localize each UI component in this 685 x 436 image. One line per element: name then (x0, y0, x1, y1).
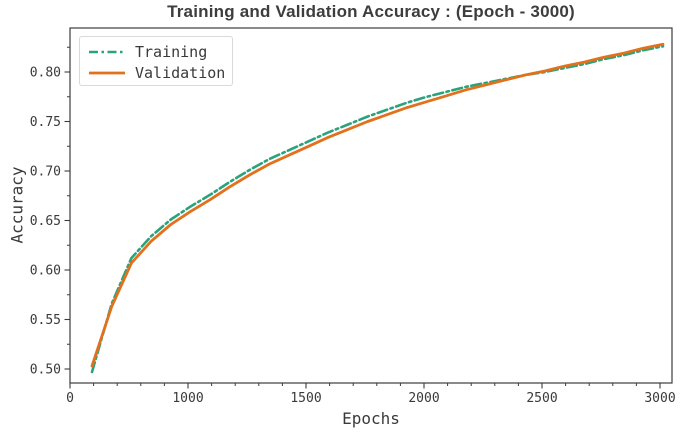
legend-item-training: Training (88, 41, 232, 62)
x-tick-label: 2000 (408, 391, 439, 406)
x-tick-label: 1500 (290, 391, 321, 406)
legend-label-training: Training (135, 42, 208, 61)
x-tick-label: 3000 (644, 391, 675, 406)
x-axis-label: Epochs (342, 409, 400, 428)
y-tick-label: 0.60 (30, 264, 61, 279)
legend-item-validation: Validation (88, 62, 232, 83)
y-tick-label: 0.65 (30, 214, 61, 229)
training-line (90, 44, 665, 374)
legend-label-validation: Validation (135, 63, 226, 82)
y-tick-label: 0.55 (30, 313, 61, 328)
y-tick-label: 0.50 (30, 363, 61, 378)
y-tick-label: 0.75 (30, 115, 61, 130)
training-line-swatch-icon (89, 50, 125, 53)
chart-title: Training and Validation Accuracy : (Epoc… (167, 2, 575, 21)
plot-border (69, 27, 673, 384)
y-tick-label: 0.80 (30, 66, 61, 81)
x-tick-label: 0 (66, 391, 74, 406)
validation-line (90, 42, 665, 368)
validation-line-swatch-icon (89, 71, 125, 74)
x-tick-label: 2500 (526, 391, 557, 406)
legend: Training Validation (79, 36, 233, 86)
y-axis-label: Accuracy (7, 166, 27, 244)
y-tick-label: 0.70 (30, 165, 61, 180)
x-tick-label: 1000 (172, 391, 203, 406)
